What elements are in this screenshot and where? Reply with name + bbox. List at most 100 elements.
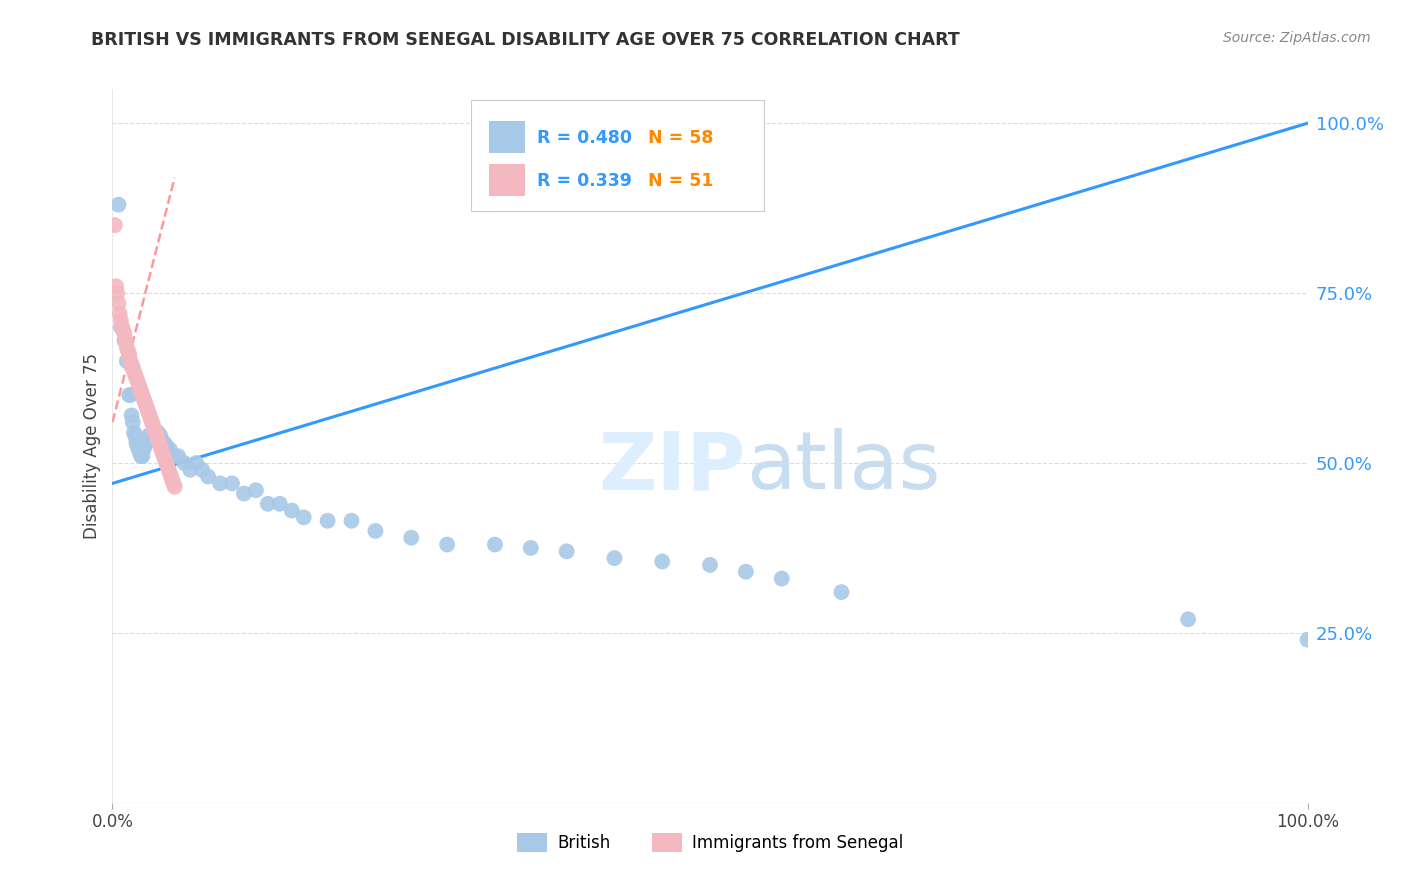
Point (1296, 632, 1319, 647)
Point (436, 537, 458, 551)
Point (125, 371, 148, 385)
Point (107, 198, 129, 212)
Point (401, 531, 423, 545)
Point (163, 480, 186, 494)
Point (122, 364, 145, 378)
Text: R = 0.480: R = 0.480 (537, 128, 631, 146)
Point (520, 541, 543, 555)
Point (699, 558, 721, 572)
Point (118, 388, 141, 402)
Point (173, 456, 195, 470)
Point (146, 432, 169, 446)
Point (186, 456, 208, 470)
Point (153, 449, 176, 463)
Point (150, 442, 173, 457)
Point (148, 435, 170, 450)
Point (132, 392, 155, 406)
Point (157, 463, 180, 477)
Point (162, 473, 183, 487)
Point (110, 313, 132, 327)
Y-axis label: Disability Age Over 75: Disability Age Over 75 (83, 353, 101, 539)
Point (221, 476, 243, 491)
Point (149, 429, 172, 443)
Point (153, 435, 176, 450)
Point (340, 514, 363, 528)
Point (191, 463, 214, 477)
Point (651, 555, 673, 569)
Point (108, 306, 131, 320)
Point (257, 497, 280, 511)
Point (132, 442, 155, 457)
Text: Source: ZipAtlas.com: Source: ZipAtlas.com (1223, 31, 1371, 45)
Point (156, 459, 179, 474)
Point (134, 439, 156, 453)
Point (115, 341, 138, 355)
FancyBboxPatch shape (471, 100, 763, 211)
Point (155, 456, 177, 470)
Point (131, 388, 153, 402)
Point (269, 497, 291, 511)
Point (138, 409, 160, 423)
Point (104, 218, 127, 232)
Point (121, 409, 143, 423)
Point (245, 483, 267, 498)
Point (152, 446, 174, 460)
Point (135, 398, 157, 412)
Point (114, 326, 135, 341)
Point (105, 286, 128, 301)
Point (281, 503, 304, 517)
Point (1177, 612, 1199, 626)
Point (105, 279, 128, 293)
Legend: British, Immigrants from Senegal: British, Immigrants from Senegal (510, 826, 910, 859)
Point (831, 585, 853, 599)
Point (129, 384, 152, 399)
Point (143, 422, 166, 436)
Point (128, 442, 150, 457)
Point (115, 354, 138, 368)
Point (124, 368, 146, 382)
Point (107, 296, 129, 310)
Point (128, 377, 150, 392)
Point (316, 514, 339, 528)
Point (179, 463, 201, 477)
Point (125, 435, 148, 450)
Point (121, 358, 143, 372)
Point (131, 449, 153, 463)
Text: BRITISH VS IMMIGRANTS FROM SENEGAL DISABILITY AGE OVER 75 CORRELATION CHART: BRITISH VS IMMIGRANTS FROM SENEGAL DISAB… (91, 31, 960, 49)
Point (167, 449, 190, 463)
Point (149, 439, 172, 453)
Point (111, 320, 134, 334)
Point (114, 334, 136, 348)
Point (121, 360, 143, 375)
Point (134, 394, 156, 409)
Point (138, 429, 160, 443)
Point (139, 412, 162, 426)
Point (141, 415, 163, 429)
Point (127, 439, 149, 453)
Point (136, 401, 159, 416)
Point (162, 476, 184, 491)
Text: N = 51: N = 51 (648, 171, 713, 189)
Point (735, 565, 758, 579)
Point (197, 469, 219, 483)
Point (146, 425, 169, 440)
Text: N = 58: N = 58 (648, 128, 713, 146)
Point (770, 572, 793, 586)
Point (159, 466, 181, 480)
Bar (489, 164, 524, 196)
Point (603, 551, 626, 566)
Point (364, 524, 387, 538)
Point (129, 449, 152, 463)
Point (160, 469, 183, 483)
Point (129, 446, 152, 460)
Point (555, 544, 578, 558)
Point (153, 452, 176, 467)
Point (142, 418, 165, 433)
Point (292, 510, 315, 524)
Point (117, 343, 139, 358)
Point (121, 415, 143, 429)
Point (484, 537, 506, 551)
Point (124, 429, 146, 443)
Point (209, 476, 232, 491)
Point (162, 449, 183, 463)
